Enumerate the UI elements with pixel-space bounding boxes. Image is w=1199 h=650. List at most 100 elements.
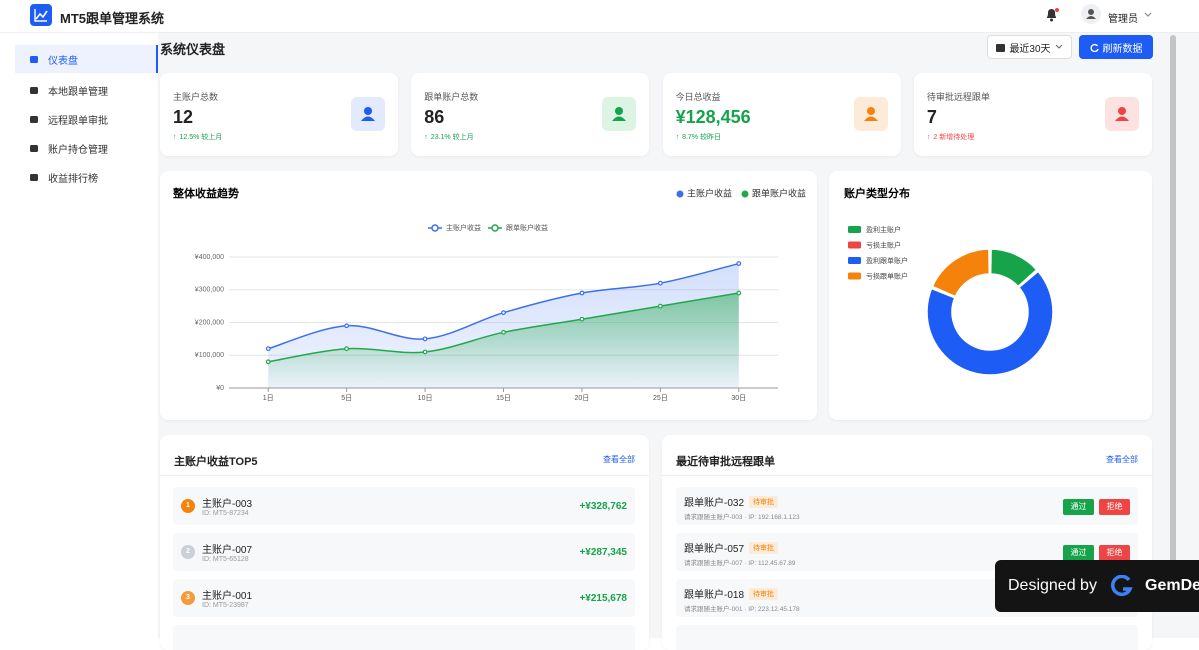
trend-arrow: ↑	[424, 134, 428, 141]
badge-logo	[1111, 575, 1133, 597]
data-point	[736, 261, 742, 266]
stat-trend: ↑ 2 新增待处理	[927, 132, 974, 142]
stat-label: 今日总收益	[675, 92, 721, 102]
stat-label: 待审批远程跟单	[926, 92, 990, 102]
status-tag: 待审批	[749, 541, 779, 554]
trend-card: 整体收益趋势 主账户收益 跟单账户收益 主账户收益 跟单账户收益 ¥0 ¥100,000 ¥2…	[160, 171, 817, 420]
rank-row[interactable]: 1 主账户-003 ID: MT5-87234 +¥328,762	[173, 487, 635, 525]
nav-icon	[30, 116, 38, 123]
request-detail: 请求跟随主账户-003 · IP: 192.168.1.123	[684, 514, 800, 521]
stat-card: 待审批远程跟单 7 ↑ 2 新增待处理	[913, 73, 1152, 156]
legend-label: 盈利主账户	[866, 225, 901, 234]
status-tag: 待审批	[749, 587, 779, 600]
app-title: MT5跟单管理系统	[60, 11, 165, 26]
nav-item[interactable]: 账户持仓管理	[15, 134, 158, 162]
x-tick-label: 5日	[341, 394, 352, 402]
pie-card: 账户类型分布 盈利主账户 亏损主账户 盈利跟单账户 亏损跟单账户	[829, 171, 1152, 420]
trend-text: 23.1% 较上月	[430, 134, 474, 141]
nav-icon	[30, 56, 38, 63]
view-all[interactable]: 查看全部	[1106, 455, 1138, 464]
profit: +¥215,678	[579, 593, 627, 604]
view-all[interactable]: 查看全部	[603, 455, 635, 464]
data-point	[501, 310, 506, 316]
refresh-button[interactable]: 刷新数据	[1079, 35, 1153, 59]
avatar[interactable]	[1081, 4, 1101, 24]
series-area	[268, 293, 739, 388]
data-point	[422, 349, 428, 355]
trend-text: 12.5% 较上月	[179, 134, 223, 141]
y-tick-label: ¥300,000	[195, 287, 224, 294]
account-name: 主账户-007	[202, 545, 253, 556]
bell[interactable]	[1044, 7, 1060, 23]
stat-icon	[602, 97, 637, 131]
scrollbar[interactable]	[1170, 35, 1176, 582]
legend-swatch	[848, 272, 861, 280]
data-point	[579, 290, 585, 296]
rank-row[interactable]: 2 主账户-007 ID: MT5-65128 +¥287,345	[173, 533, 635, 571]
account-id: ID: MT5-87234	[202, 510, 249, 517]
nav-item[interactable]: 远程跟单审批	[15, 105, 158, 133]
legend-swatch	[848, 241, 861, 249]
approve-button[interactable]: 通过	[1063, 499, 1094, 515]
donut-segment	[926, 270, 1054, 376]
legend-label: 跟单账户收益	[752, 187, 806, 198]
trend-arrow: ↑	[173, 134, 177, 141]
request-detail: 请求跟随主账户-007 · IP: 112.45.67.89	[684, 560, 796, 567]
divider	[662, 475, 1152, 476]
chart-title: 账户类型分布	[844, 186, 910, 200]
legend-label: 亏损主账户	[866, 240, 901, 249]
request-detail: 请求跟随主账户-001 · IP: 223.12.45.178	[684, 606, 800, 613]
profit: +¥328,762	[579, 501, 627, 512]
nav-item[interactable]: 本地跟单管理	[15, 76, 158, 104]
y-tick-label: ¥0	[216, 385, 224, 392]
rank-badge: 2	[181, 545, 195, 559]
nav-item[interactable]: 仪表盘	[15, 45, 158, 73]
stat-trend: ↑ 12.5% 较上月	[173, 132, 222, 142]
data-point	[579, 316, 585, 322]
pending-head: 跟单账户-032 待审批	[684, 494, 779, 509]
chevron	[1144, 12, 1152, 17]
legend-label: 亏损跟单账户	[866, 271, 908, 280]
trend-arrow: ↑	[675, 134, 680, 141]
user-name[interactable]: 管理员	[1108, 14, 1138, 25]
card-title: 最近待审批远程跟单	[676, 456, 775, 468]
donut-segment	[931, 248, 991, 298]
reject-button[interactable]: 拒绝	[1099, 545, 1130, 561]
account-name: 跟单账户-057	[684, 544, 745, 555]
nav-item[interactable]: 收益排行榜	[15, 163, 158, 191]
pending-row: 跟单账户-032 待审批请求跟随主账户-003 · IP: 192.168.1.1…	[676, 487, 1138, 525]
nav-label: 账户持仓管理	[48, 144, 108, 156]
stat-value: 7	[926, 107, 937, 127]
trend-arrow: ↑	[926, 134, 931, 141]
top-bar: MT5跟单管理系统 管理员	[0, 0, 1199, 33]
stat-value: 86	[424, 107, 445, 127]
badge-brand: GemDe	[1145, 577, 1199, 594]
pending-head: 跟单账户-057 待审批	[684, 540, 779, 555]
approve-button[interactable]: 通过	[1063, 545, 1094, 561]
designed-badge[interactable]: Designed by GemDe	[995, 560, 1199, 612]
data-point	[265, 346, 271, 352]
range-label: 最近30天	[1009, 43, 1051, 55]
stat-card: 跟单账户总数 86 ↑ 23.1% 较上月	[411, 73, 650, 156]
x-tick-label: 1日	[263, 394, 274, 402]
nav-label: 远程跟单审批	[48, 115, 108, 127]
legend-swatch	[848, 226, 861, 233]
y-tick-label: ¥400,000	[195, 254, 224, 261]
nav-label: 本地跟单管理	[48, 86, 108, 98]
legend-dot	[741, 190, 749, 198]
donut-segment	[989, 248, 1038, 288]
rank-row[interactable]: 3 主账户-001 ID: MT5-23987 +¥215,678	[173, 579, 635, 617]
stat-icon	[1104, 97, 1139, 131]
trend-text: 8.7% 较昨日	[682, 134, 721, 141]
account-name: 主账户-001	[202, 591, 253, 602]
range-select[interactable]: 最近30天	[987, 35, 1072, 59]
x-tick-label: 20日	[575, 394, 590, 402]
reject-button[interactable]: 拒绝	[1099, 499, 1130, 515]
card-title: 主账户收益TOP5	[174, 456, 258, 468]
data-point	[422, 336, 428, 342]
profit: +¥287,345	[579, 547, 627, 558]
nav-label: 仪表盘	[48, 55, 78, 67]
